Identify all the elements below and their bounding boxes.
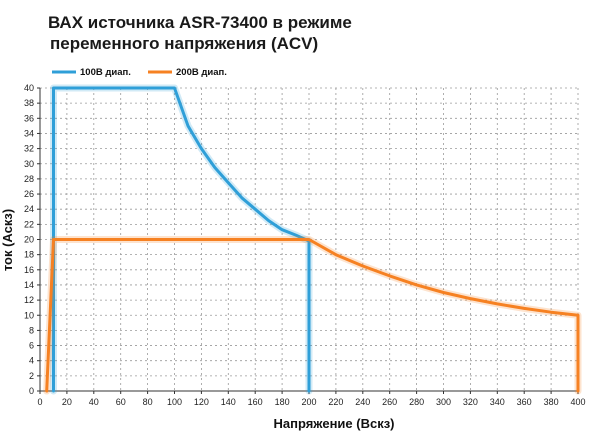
y-tick-label: 22	[24, 219, 34, 229]
x-tick-label: 120	[194, 397, 209, 407]
x-tick-label: 280	[409, 397, 424, 407]
legend: 100В диап. 200В диап.	[52, 67, 227, 78]
x-tick-label: 300	[436, 397, 451, 407]
y-tick-label: 20	[24, 235, 34, 245]
series	[43, 84, 582, 395]
y-tick-label: 6	[29, 341, 34, 351]
x-tick-label: 0	[37, 397, 42, 407]
y-axis-label: ток (Аскз)	[0, 209, 15, 271]
y-tick-label: 24	[24, 204, 34, 214]
y-tick-label: 12	[24, 295, 34, 305]
x-tick-label: 340	[490, 397, 505, 407]
x-tick-label: 380	[544, 397, 559, 407]
y-tick-label: 16	[24, 265, 34, 275]
x-tick-label: 80	[143, 397, 153, 407]
y-tick-label: 40	[24, 83, 34, 93]
y-tick-label: 4	[29, 356, 34, 366]
series-line	[52, 86, 311, 393]
x-tick-label: 400	[570, 397, 585, 407]
y-tick-label: 18	[24, 250, 34, 260]
x-tick-label: 200	[301, 397, 316, 407]
legend-label: 100В диап.	[80, 67, 131, 78]
x-tick-label: 320	[463, 397, 478, 407]
y-tick-label: 8	[29, 325, 34, 335]
x-tick-label: 100	[167, 397, 182, 407]
x-tick-label: 20	[62, 397, 72, 407]
x-tick-label: 260	[382, 397, 397, 407]
y-tick-label: 26	[24, 189, 34, 199]
chart-title-line-1: ВАХ источника ASR-73400 в режиме	[48, 13, 352, 32]
x-tick-label: 360	[517, 397, 532, 407]
chart-title-line-2: переменного напряжения (ACV)	[50, 34, 319, 53]
y-tick-label: 0	[29, 386, 34, 396]
y-tick-label: 38	[24, 98, 34, 108]
x-axis-label: Напряжение (Вскз)	[273, 416, 394, 431]
x-tick-label: 180	[275, 397, 290, 407]
axes: 0 20 40 60 80 100 120 140 160 180 200 220 240 260 280 3…	[24, 83, 586, 407]
y-tick-label: 32	[24, 144, 34, 154]
x-tick-label: 40	[89, 397, 99, 407]
x-tick-label: 140	[221, 397, 236, 407]
x-tick-label: 240	[355, 397, 370, 407]
y-tick-label: 34	[24, 128, 34, 138]
legend-label: 200В диап.	[176, 67, 227, 78]
x-tick-label: 160	[248, 397, 263, 407]
x-tick-label: 60	[116, 397, 126, 407]
x-tick-label: 220	[328, 397, 343, 407]
y-tick-label: 36	[24, 113, 34, 123]
y-tick-label: 30	[24, 159, 34, 169]
y-tick-label: 28	[24, 174, 34, 184]
y-tick-label: 10	[24, 310, 34, 320]
series-line	[45, 238, 580, 393]
chart-title: ВАХ источника ASR-73400 в режиме перемен…	[48, 12, 352, 54]
y-tick-label: 14	[24, 280, 34, 290]
y-tick-label: 2	[29, 371, 34, 381]
